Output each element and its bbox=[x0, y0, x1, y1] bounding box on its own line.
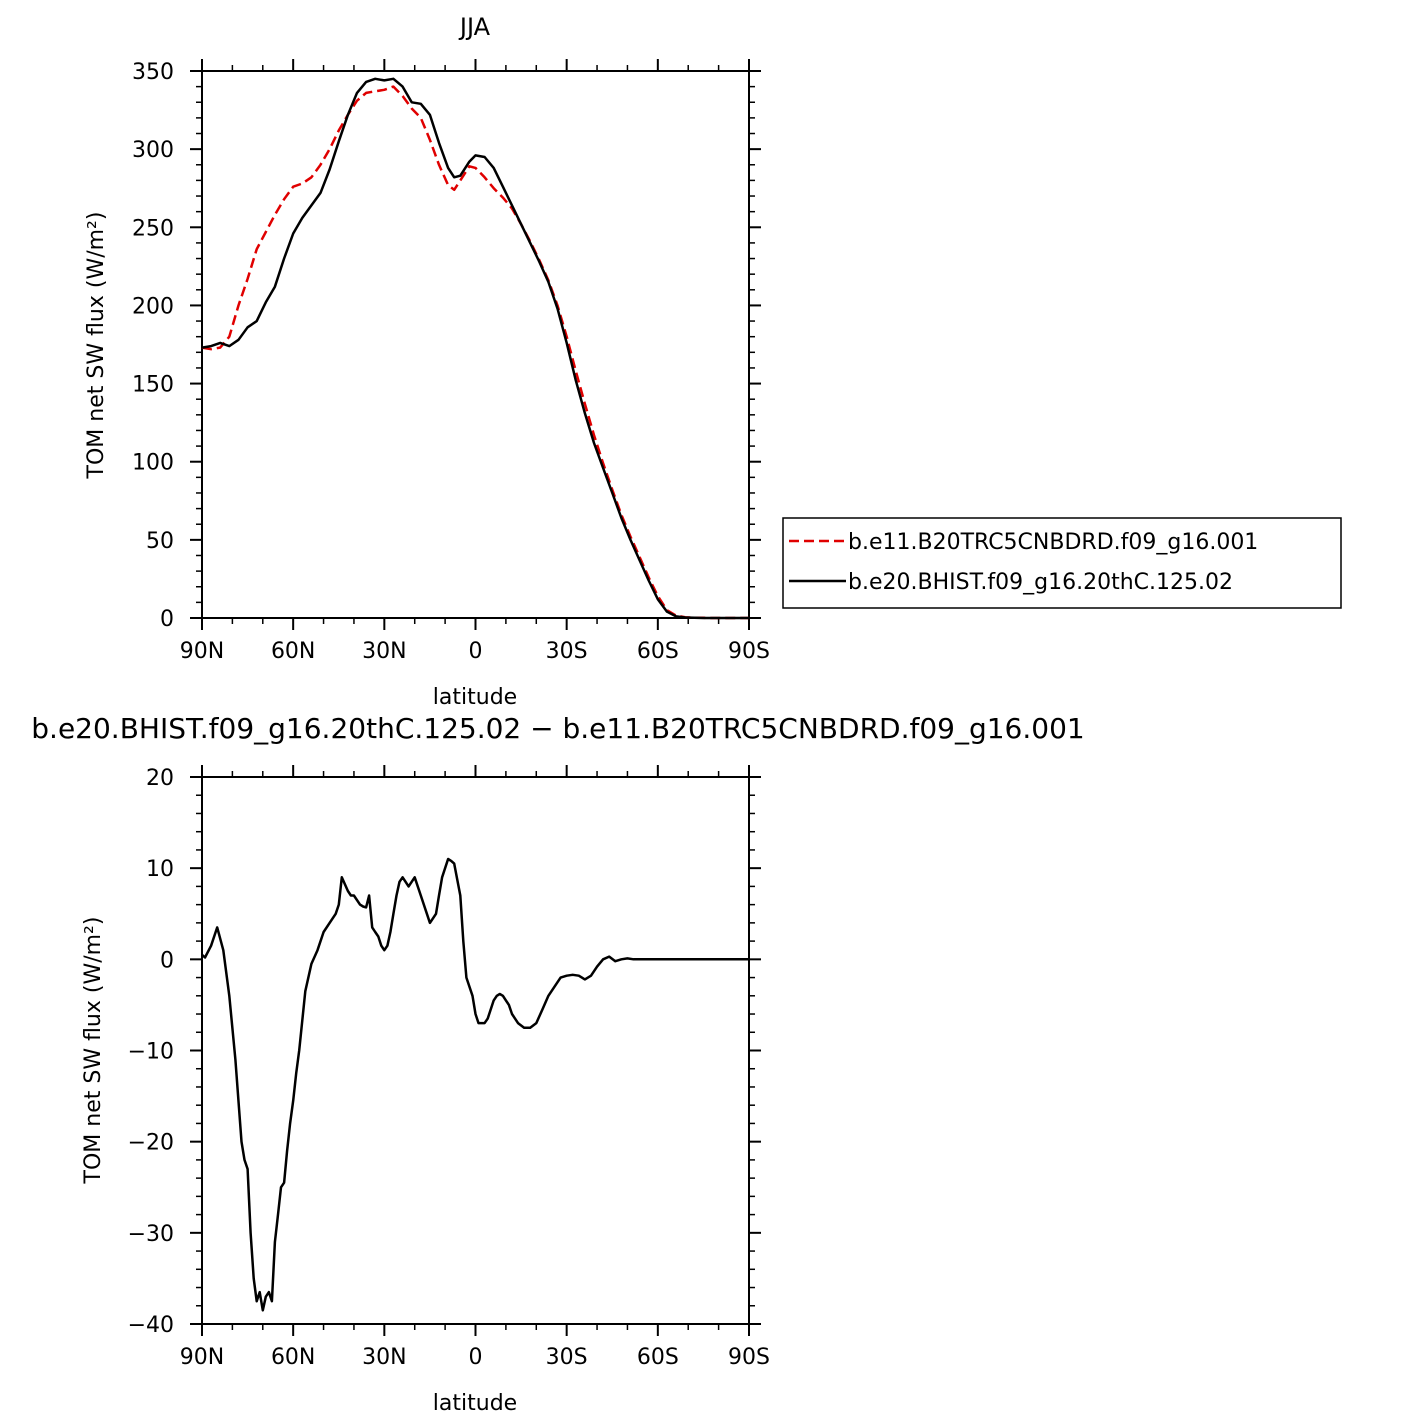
bottom-y-tick-label: −10 bbox=[128, 1040, 174, 1065]
bottom-y-tick-label: 0 bbox=[160, 948, 174, 973]
top-y-tick-label: 200 bbox=[132, 294, 174, 319]
bottom-panel: b.e20.BHIST.f09_g16.20thC.125.02 − b.e11… bbox=[31, 712, 1084, 1416]
top-y-tick-label: 250 bbox=[132, 216, 174, 241]
bottom-chart-title: b.e20.BHIST.f09_g16.20thC.125.02 − b.e11… bbox=[31, 712, 1084, 745]
top-plot-frame bbox=[201, 70, 750, 619]
bottom-plot-area: 90N 60N 30N 0 30S 60S 90S −40 −30 −20 −10 0 10 20 bbox=[128, 765, 770, 1370]
bottom-series-line-1 bbox=[201, 857, 749, 1312]
legend: b.e11.B20TRC5CNBDRD.f09_g16.001 b.e20.BH… bbox=[782, 517, 1342, 609]
top-y-tick-label: 150 bbox=[132, 373, 174, 398]
bottom-y-tick-label: 10 bbox=[146, 857, 174, 882]
top-x-axis-label: latitude bbox=[433, 685, 517, 710]
top-chart-title: JJA bbox=[458, 13, 491, 41]
bottom-y-tick-label: 20 bbox=[146, 766, 174, 791]
top-series-line-1 bbox=[201, 85, 749, 620]
legend-label-series-1: b.e11.B20TRC5CNBDRD.f09_g16.001 bbox=[848, 530, 1258, 555]
top-x-tick-label: 30S bbox=[546, 639, 588, 664]
top-panel: JJA 90N 60N 30N 0 30S 60S 90S 0 50 100 150 200 250 30… bbox=[84, 13, 770, 710]
bottom-x-tick-label: 30S bbox=[546, 1345, 588, 1370]
top-x-tick-label: 90N bbox=[180, 639, 224, 664]
bottom-x-tick-label: 90S bbox=[728, 1345, 770, 1370]
bottom-y-axis-label: TOM net SW flux (W/m²) bbox=[81, 917, 106, 1185]
top-x-tick-label: 60N bbox=[271, 639, 315, 664]
top-x-tick-label: 30N bbox=[362, 639, 406, 664]
top-y-tick-label: 0 bbox=[160, 607, 174, 632]
bottom-x-tick-label: 60S bbox=[637, 1345, 679, 1370]
bottom-x-tick-label: 0 bbox=[469, 1345, 483, 1370]
top-y-tick-label: 100 bbox=[132, 451, 174, 476]
top-x-tick-label: 90S bbox=[728, 639, 770, 664]
bottom-y-tick-label: −20 bbox=[128, 1131, 174, 1156]
top-y-axis-label: TOM net SW flux (W/m²) bbox=[84, 212, 109, 480]
bottom-x-tick-label: 30N bbox=[362, 1345, 406, 1370]
top-y-tick-label: 50 bbox=[146, 529, 174, 554]
bottom-y-tick-label: −30 bbox=[128, 1222, 174, 1247]
top-plot-area: 90N 60N 30N 0 30S 60S 90S 0 50 100 150 200 250 300 350 bbox=[132, 59, 770, 664]
bottom-x-axis-label: latitude bbox=[433, 1391, 517, 1416]
top-x-tick-label: 0 bbox=[469, 639, 483, 664]
bottom-x-tick-label: 90N bbox=[180, 1345, 224, 1370]
top-y-tick-label: 300 bbox=[132, 138, 174, 163]
bottom-plot-frame bbox=[201, 776, 750, 1325]
legend-box bbox=[782, 517, 1342, 609]
bottom-x-tick-label: 60N bbox=[271, 1345, 315, 1370]
bottom-y-tick-label: −40 bbox=[128, 1313, 174, 1338]
top-series-line-2 bbox=[201, 77, 749, 620]
top-y-tick-label: 350 bbox=[132, 60, 174, 85]
top-x-tick-label: 60S bbox=[637, 639, 679, 664]
legend-label-series-2: b.e20.BHIST.f09_g16.20thC.125.02 bbox=[848, 570, 1233, 595]
